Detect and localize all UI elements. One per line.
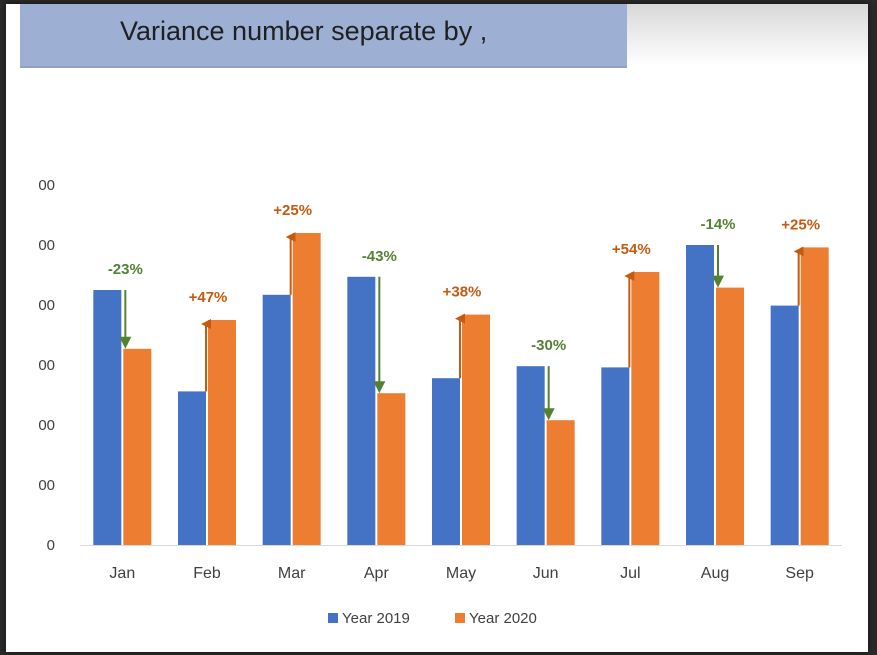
variance-label: -23%: [108, 261, 143, 278]
bar-2019: [178, 391, 206, 545]
y-tick-label: 00: [38, 177, 55, 194]
chart-title: Variance number separate by ,: [120, 16, 488, 46]
x-tick-label: Jan: [109, 565, 135, 582]
x-tick-label: Jul: [620, 565, 640, 582]
bar-2020: [292, 233, 321, 545]
bar-2020: [631, 272, 660, 545]
bar-2020: [716, 287, 744, 545]
bar-2019: [262, 294, 291, 545]
title-bar: Variance number separate by ,: [20, 4, 627, 68]
x-tick-label: Mar: [278, 565, 306, 582]
variance-label: +54%: [612, 241, 651, 258]
bar-2020: [462, 314, 490, 545]
decrease-arrow-head: [712, 275, 724, 288]
y-tick-label: 00: [38, 237, 55, 254]
variance-label: -43%: [362, 248, 397, 265]
bar-2020: [377, 393, 406, 545]
legend-swatch-2019: [328, 613, 338, 623]
legend-swatch-2020: [455, 613, 465, 623]
bar-2019: [601, 367, 630, 545]
bar-2020: [546, 420, 575, 545]
variance-label: -14%: [700, 216, 735, 233]
x-tick-label: Sep: [785, 565, 814, 582]
variance-label: +25%: [781, 216, 820, 233]
bar-2020: [123, 348, 152, 545]
x-tick-label: Aug: [701, 565, 729, 582]
decrease-arrow-head: [119, 336, 132, 349]
x-tick-label: May: [446, 565, 476, 582]
legend-label-2019: Year 2019: [342, 610, 410, 627]
y-tick-label: 00: [38, 297, 55, 314]
top-shade: [627, 4, 868, 66]
bar-2019: [686, 245, 714, 545]
x-tick-label: Jun: [533, 565, 559, 582]
variance-label: -30%: [531, 337, 566, 354]
y-tick-label: 00: [38, 417, 55, 434]
x-tick-label: Feb: [193, 565, 221, 582]
legend-label-2020: Year 2020: [469, 610, 537, 627]
bar-2020: [800, 247, 829, 545]
x-tick-label: Apr: [364, 565, 390, 582]
bar-2019: [432, 378, 460, 545]
variance-label: +25%: [273, 202, 312, 219]
decrease-arrow-head: [373, 381, 386, 394]
decrease-arrow-head: [542, 408, 555, 421]
bar-2019: [516, 366, 545, 545]
y-tick-label: 00: [38, 357, 55, 374]
bar-2020: [208, 320, 236, 545]
y-tick-label: 00: [38, 477, 55, 494]
variance-label: +38%: [443, 284, 482, 301]
bar-2019: [347, 276, 376, 545]
bar-2019: [770, 305, 799, 545]
y-tick-label: 0: [47, 537, 55, 554]
variance-label: +47%: [189, 289, 228, 306]
bar-2019: [93, 290, 122, 545]
